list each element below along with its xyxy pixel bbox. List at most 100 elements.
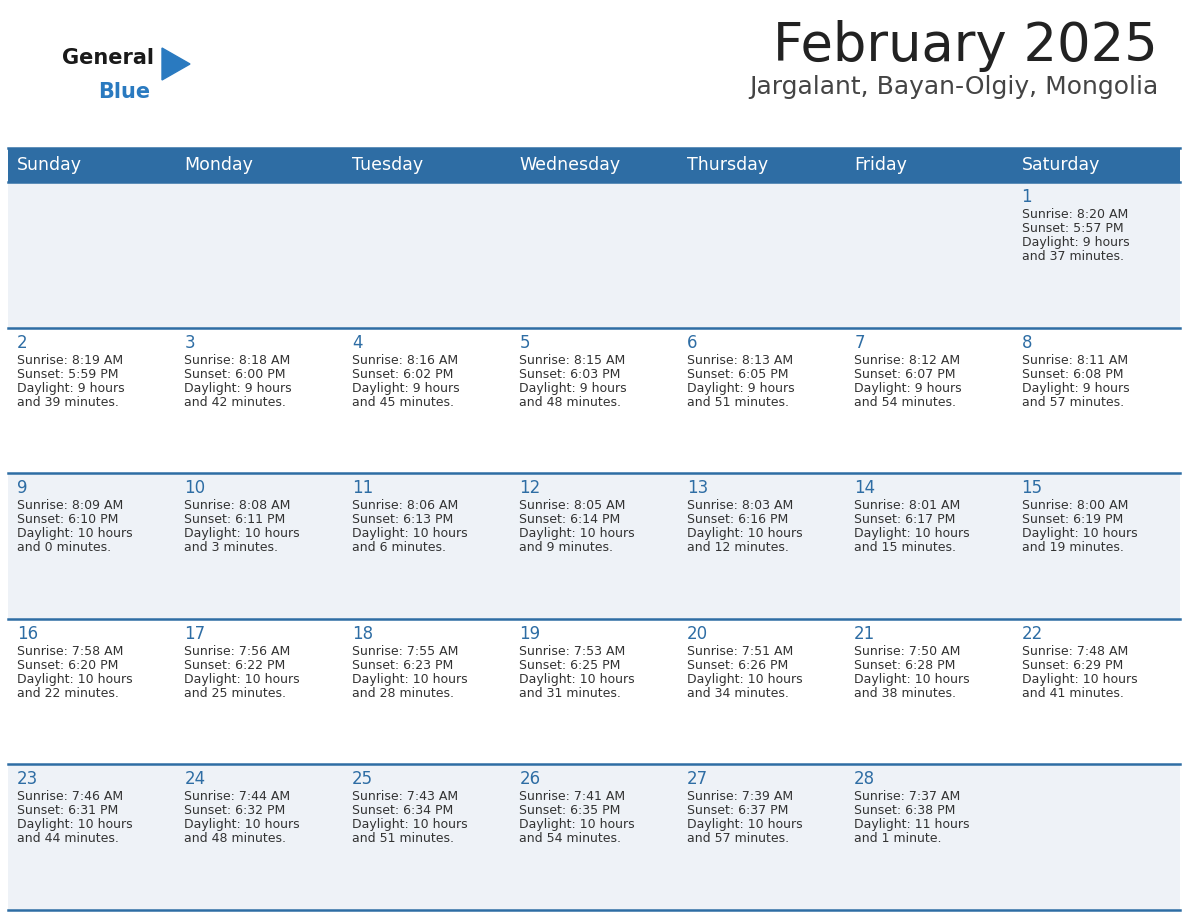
Text: Daylight: 10 hours: Daylight: 10 hours	[1022, 527, 1137, 540]
Text: Sunset: 6:10 PM: Sunset: 6:10 PM	[17, 513, 119, 526]
Text: Daylight: 10 hours: Daylight: 10 hours	[17, 527, 133, 540]
Text: Sunrise: 8:05 AM: Sunrise: 8:05 AM	[519, 499, 626, 512]
Text: and 54 minutes.: and 54 minutes.	[854, 396, 956, 409]
Text: Sunset: 6:26 PM: Sunset: 6:26 PM	[687, 659, 788, 672]
Text: Sunrise: 8:09 AM: Sunrise: 8:09 AM	[17, 499, 124, 512]
Text: General: General	[62, 48, 154, 68]
FancyBboxPatch shape	[176, 619, 343, 765]
Text: and 1 minute.: and 1 minute.	[854, 833, 942, 845]
FancyBboxPatch shape	[343, 182, 511, 328]
Text: and 57 minutes.: and 57 minutes.	[1022, 396, 1124, 409]
Text: 2: 2	[17, 333, 27, 352]
Text: and 6 minutes.: and 6 minutes.	[352, 542, 446, 554]
FancyBboxPatch shape	[176, 148, 343, 182]
FancyBboxPatch shape	[845, 473, 1012, 619]
Text: Jargalant, Bayan-Olgiy, Mongolia: Jargalant, Bayan-Olgiy, Mongolia	[748, 75, 1158, 99]
Text: and 9 minutes.: and 9 minutes.	[519, 542, 613, 554]
Text: Sunset: 6:13 PM: Sunset: 6:13 PM	[352, 513, 453, 526]
FancyBboxPatch shape	[8, 619, 176, 765]
FancyBboxPatch shape	[343, 328, 511, 473]
FancyBboxPatch shape	[677, 765, 845, 910]
Text: 20: 20	[687, 625, 708, 643]
Text: Blue: Blue	[97, 82, 150, 102]
Text: Sunrise: 8:16 AM: Sunrise: 8:16 AM	[352, 353, 459, 366]
Text: Sunset: 6:37 PM: Sunset: 6:37 PM	[687, 804, 788, 817]
Text: and 51 minutes.: and 51 minutes.	[687, 396, 789, 409]
Text: Daylight: 9 hours: Daylight: 9 hours	[1022, 382, 1130, 395]
Text: Sunrise: 7:41 AM: Sunrise: 7:41 AM	[519, 790, 625, 803]
Text: Daylight: 10 hours: Daylight: 10 hours	[687, 673, 802, 686]
Text: Sunrise: 7:55 AM: Sunrise: 7:55 AM	[352, 644, 459, 658]
Text: and 22 minutes.: and 22 minutes.	[17, 687, 119, 700]
FancyBboxPatch shape	[343, 619, 511, 765]
Text: Daylight: 10 hours: Daylight: 10 hours	[1022, 673, 1137, 686]
Text: 12: 12	[519, 479, 541, 498]
Text: Sunset: 6:38 PM: Sunset: 6:38 PM	[854, 804, 955, 817]
Text: 26: 26	[519, 770, 541, 789]
Text: Sunset: 6:23 PM: Sunset: 6:23 PM	[352, 659, 453, 672]
Text: Sunrise: 8:01 AM: Sunrise: 8:01 AM	[854, 499, 960, 512]
FancyBboxPatch shape	[845, 328, 1012, 473]
FancyBboxPatch shape	[677, 473, 845, 619]
Text: Sunset: 6:08 PM: Sunset: 6:08 PM	[1022, 367, 1123, 381]
Text: and 37 minutes.: and 37 minutes.	[1022, 250, 1124, 263]
FancyBboxPatch shape	[511, 148, 677, 182]
Text: Daylight: 10 hours: Daylight: 10 hours	[17, 819, 133, 832]
FancyBboxPatch shape	[8, 473, 176, 619]
FancyBboxPatch shape	[8, 765, 176, 910]
Text: Sunset: 6:31 PM: Sunset: 6:31 PM	[17, 804, 119, 817]
Text: Sunrise: 7:43 AM: Sunrise: 7:43 AM	[352, 790, 459, 803]
FancyBboxPatch shape	[511, 473, 677, 619]
Text: 6: 6	[687, 333, 697, 352]
Text: Sunset: 6:25 PM: Sunset: 6:25 PM	[519, 659, 620, 672]
Text: Sunrise: 8:15 AM: Sunrise: 8:15 AM	[519, 353, 626, 366]
Text: 17: 17	[184, 625, 206, 643]
FancyBboxPatch shape	[8, 328, 176, 473]
Text: Sunrise: 7:53 AM: Sunrise: 7:53 AM	[519, 644, 626, 658]
Text: Sunrise: 8:06 AM: Sunrise: 8:06 AM	[352, 499, 459, 512]
Text: 3: 3	[184, 333, 195, 352]
Text: Sunset: 6:17 PM: Sunset: 6:17 PM	[854, 513, 955, 526]
Text: Wednesday: Wednesday	[519, 156, 620, 174]
FancyBboxPatch shape	[845, 619, 1012, 765]
Text: and 48 minutes.: and 48 minutes.	[519, 396, 621, 409]
Text: Daylight: 10 hours: Daylight: 10 hours	[854, 527, 969, 540]
FancyBboxPatch shape	[1012, 148, 1180, 182]
Text: Daylight: 10 hours: Daylight: 10 hours	[184, 673, 301, 686]
Text: Daylight: 10 hours: Daylight: 10 hours	[184, 527, 301, 540]
Text: Daylight: 9 hours: Daylight: 9 hours	[519, 382, 627, 395]
Text: Daylight: 10 hours: Daylight: 10 hours	[519, 527, 634, 540]
Text: 11: 11	[352, 479, 373, 498]
Text: and 51 minutes.: and 51 minutes.	[352, 833, 454, 845]
Text: and 38 minutes.: and 38 minutes.	[854, 687, 956, 700]
Text: Friday: Friday	[854, 156, 906, 174]
Text: 23: 23	[17, 770, 38, 789]
FancyBboxPatch shape	[176, 473, 343, 619]
Text: Sunset: 6:11 PM: Sunset: 6:11 PM	[184, 513, 285, 526]
Text: 16: 16	[17, 625, 38, 643]
Text: and 31 minutes.: and 31 minutes.	[519, 687, 621, 700]
Text: Sunrise: 7:51 AM: Sunrise: 7:51 AM	[687, 644, 792, 658]
FancyBboxPatch shape	[8, 182, 176, 328]
Text: Daylight: 10 hours: Daylight: 10 hours	[184, 819, 301, 832]
Text: and 42 minutes.: and 42 minutes.	[184, 396, 286, 409]
Text: and 0 minutes.: and 0 minutes.	[17, 542, 112, 554]
Text: and 45 minutes.: and 45 minutes.	[352, 396, 454, 409]
Text: 19: 19	[519, 625, 541, 643]
Text: Sunset: 6:22 PM: Sunset: 6:22 PM	[184, 659, 285, 672]
Text: Sunrise: 7:39 AM: Sunrise: 7:39 AM	[687, 790, 792, 803]
Text: and 15 minutes.: and 15 minutes.	[854, 542, 956, 554]
Text: Daylight: 9 hours: Daylight: 9 hours	[184, 382, 292, 395]
Text: 7: 7	[854, 333, 865, 352]
Text: Sunset: 6:28 PM: Sunset: 6:28 PM	[854, 659, 955, 672]
Text: Daylight: 10 hours: Daylight: 10 hours	[352, 673, 468, 686]
Text: Daylight: 10 hours: Daylight: 10 hours	[687, 819, 802, 832]
Text: 5: 5	[519, 333, 530, 352]
FancyBboxPatch shape	[176, 182, 343, 328]
Text: 8: 8	[1022, 333, 1032, 352]
Text: and 25 minutes.: and 25 minutes.	[184, 687, 286, 700]
Text: Sunset: 6:16 PM: Sunset: 6:16 PM	[687, 513, 788, 526]
Text: Sunset: 6:05 PM: Sunset: 6:05 PM	[687, 367, 788, 381]
Text: Daylight: 10 hours: Daylight: 10 hours	[687, 527, 802, 540]
Text: Daylight: 11 hours: Daylight: 11 hours	[854, 819, 969, 832]
